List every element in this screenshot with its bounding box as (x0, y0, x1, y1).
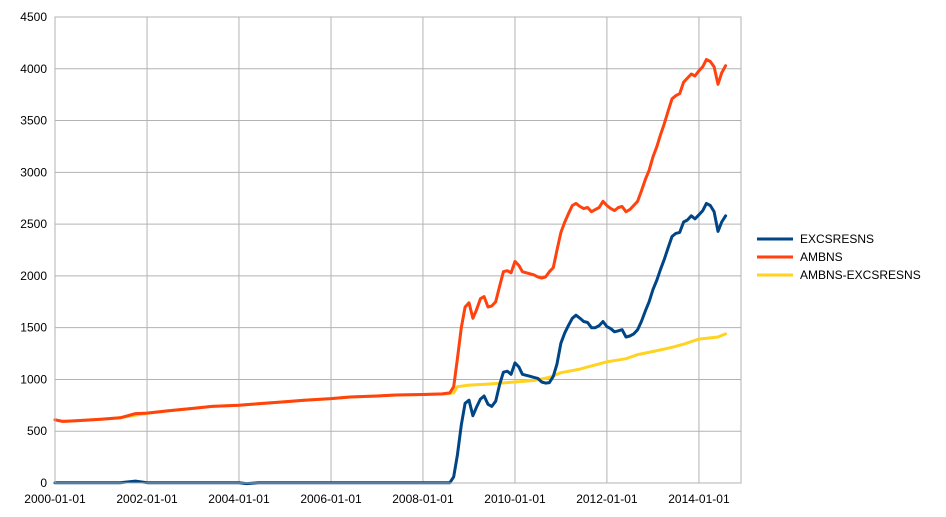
x-tick-label: 2002-01-01 (116, 492, 178, 506)
y-tick-label: 2000 (20, 269, 47, 283)
x-tick-label: 2008-01-01 (392, 492, 454, 506)
y-tick-label: 1000 (20, 372, 47, 386)
y-tick-label: 500 (27, 424, 47, 438)
x-tick-label: 2012-01-01 (576, 492, 638, 506)
y-tick-label: 1500 (20, 321, 47, 335)
legend-label: EXCSRESNS (800, 232, 874, 246)
series-line-excsresns (53, 201, 728, 486)
x-tick-label: 2004-01-01 (208, 492, 270, 506)
x-tick-label: 2000-01-01 (24, 492, 86, 506)
series-line-ambns (53, 58, 728, 423)
x-tick-label: 2014-01-01 (668, 492, 730, 506)
legend-label: AMBNS (800, 250, 843, 264)
series-line-ambns-excsresns (53, 332, 728, 423)
legend-label: AMBNS-EXCSRESNS (800, 268, 921, 282)
y-tick-label: 2500 (20, 217, 47, 231)
series-lines (53, 58, 728, 486)
y-tick-label: 0 (40, 476, 47, 490)
x-tick-label: 2010-01-01 (484, 492, 546, 506)
x-axis-tick-labels: 2000-01-01 2002-01-01 2004-01-01 2006-01-01… (24, 492, 730, 506)
y-tick-label: 3500 (20, 114, 47, 128)
y-tick-label: 3000 (20, 165, 47, 179)
x-tick-label: 2006-01-01 (300, 492, 362, 506)
y-tick-label: 4500 (20, 10, 47, 24)
y-tick-label: 4000 (20, 62, 47, 76)
y-axis-tick-labels: 0 500 1000 1500 2000 2500 3000 3500 4000 4500 (20, 10, 47, 490)
plot-area-border (54, 16, 742, 484)
legend: EXCSRESNS AMBNS AMBNS-EXCSRESNS (757, 232, 921, 282)
